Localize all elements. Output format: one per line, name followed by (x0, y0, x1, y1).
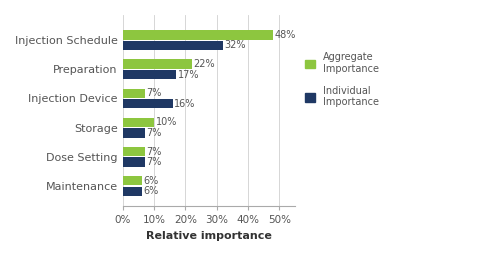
Text: 7%: 7% (146, 157, 162, 167)
Bar (122, 187, 142, 196)
Text: 10%: 10% (156, 118, 177, 127)
Text: 7%: 7% (146, 88, 162, 98)
Bar (122, 147, 144, 156)
Text: 17%: 17% (178, 70, 199, 80)
Text: 6%: 6% (143, 186, 158, 196)
Text: 7%: 7% (146, 128, 162, 138)
Text: 22%: 22% (193, 59, 215, 69)
Bar (122, 41, 223, 50)
Bar (122, 118, 154, 127)
Bar (122, 99, 173, 108)
Text: 6%: 6% (143, 176, 158, 186)
Bar (122, 128, 144, 137)
Bar (122, 89, 144, 98)
Bar (122, 157, 144, 167)
X-axis label: Relative importance: Relative importance (146, 231, 272, 241)
Text: 48%: 48% (274, 30, 296, 40)
Text: 7%: 7% (146, 146, 162, 157)
Bar (122, 59, 192, 69)
Bar (122, 176, 142, 185)
Text: 32%: 32% (224, 40, 246, 50)
Legend: Aggregate
Importance, Individual
Importance: Aggregate Importance, Individual Importa… (302, 49, 383, 111)
Text: 16%: 16% (174, 99, 196, 109)
Bar (122, 70, 176, 79)
Bar (122, 30, 273, 39)
